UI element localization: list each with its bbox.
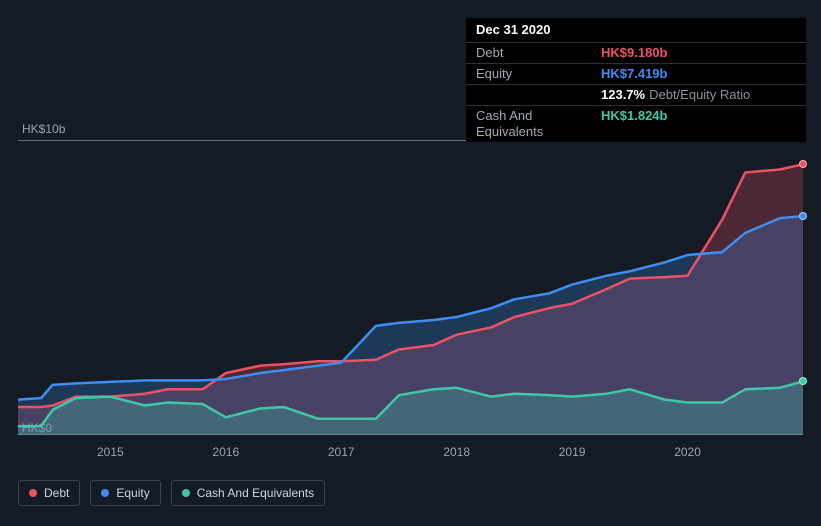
legend-item-debt[interactable]: Debt	[18, 480, 80, 506]
chart-container: Dec 31 2020 DebtHK$9.180bEquityHK$7.419b…	[0, 0, 821, 526]
x-axis-label: 2018	[443, 445, 470, 459]
series-end-marker-cash	[799, 377, 807, 385]
tooltip-row-label: Cash And Equivalents	[476, 108, 601, 140]
legend-dot-icon	[29, 489, 37, 497]
tooltip-row-value: HK$1.824b	[601, 108, 667, 140]
y-axis-label-max: HK$10b	[22, 122, 65, 136]
x-axis-label: 2017	[328, 445, 355, 459]
tooltip-row-value: HK$7.419b	[601, 66, 667, 82]
x-axis-label: 2019	[559, 445, 586, 459]
x-axis-label: 2016	[212, 445, 239, 459]
hover-tooltip: Dec 31 2020 DebtHK$9.180bEquityHK$7.419b…	[466, 18, 806, 142]
chart-plot	[18, 140, 803, 435]
legend-item-label: Cash And Equivalents	[197, 486, 314, 500]
series-end-marker-equity	[799, 212, 807, 220]
tooltip-row-value: HK$9.180b	[601, 45, 667, 61]
tooltip-row-value: 123.7%	[601, 87, 645, 103]
legend-dot-icon	[101, 489, 109, 497]
tooltip-row-suffix: Debt/Equity Ratio	[649, 87, 750, 103]
tooltip-row: EquityHK$7.419b	[466, 63, 806, 84]
legend: Debt Equity Cash And Equivalents	[18, 480, 325, 506]
tooltip-row-label: Debt	[476, 45, 601, 61]
tooltip-date: Dec 31 2020	[466, 18, 806, 42]
legend-item-label: Debt	[44, 486, 69, 500]
legend-dot-icon	[182, 489, 190, 497]
tooltip-row: DebtHK$9.180b	[466, 42, 806, 63]
series-end-marker-debt	[799, 160, 807, 168]
tooltip-row: Cash And EquivalentsHK$1.824b	[466, 105, 806, 142]
tooltip-row-label	[476, 87, 601, 103]
legend-item-equity[interactable]: Equity	[90, 480, 160, 506]
x-axis-label: 2020	[674, 445, 701, 459]
legend-item-label: Equity	[116, 486, 149, 500]
legend-item-cash-and-equivalents[interactable]: Cash And Equivalents	[171, 480, 325, 506]
x-axis-label: 2015	[97, 445, 124, 459]
tooltip-row-label: Equity	[476, 66, 601, 82]
tooltip-row: 123.7%Debt/Equity Ratio	[466, 84, 806, 105]
